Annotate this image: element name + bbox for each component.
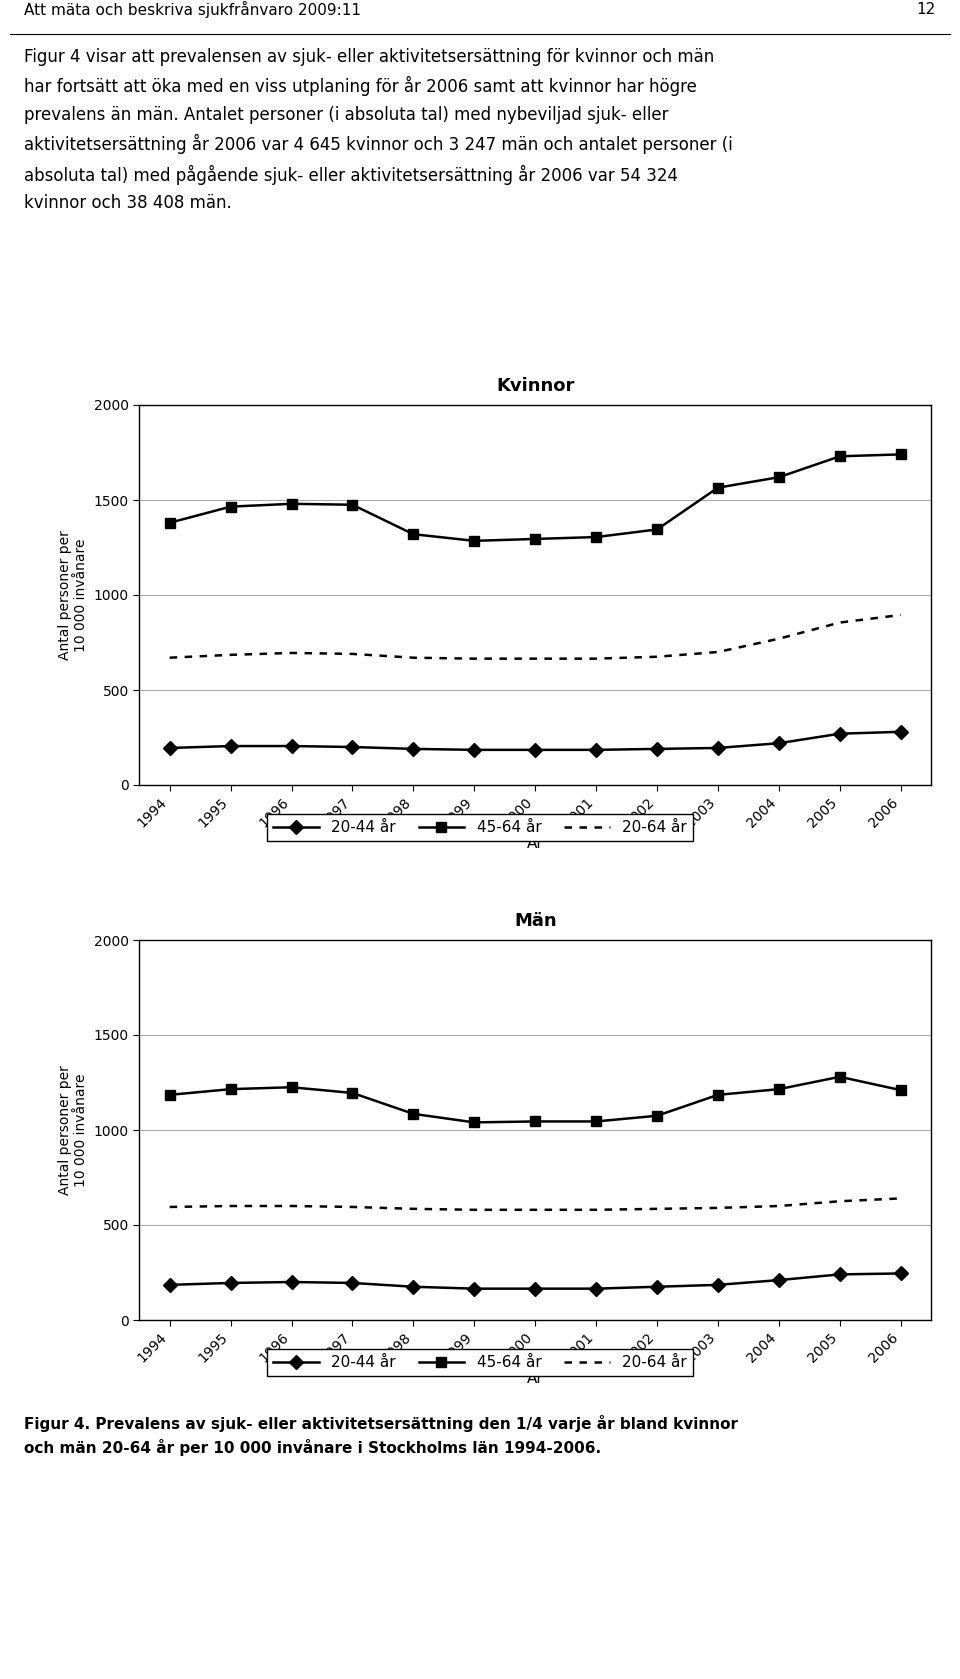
Text: Att mäta och beskriva sjukfrånvaro 2009:11: Att mäta och beskriva sjukfrånvaro 2009:…	[24, 0, 361, 17]
Title: Kvinnor: Kvinnor	[496, 378, 574, 395]
Text: 12: 12	[917, 2, 936, 17]
Y-axis label: Antal personer per
10 000 invånare: Antal personer per 10 000 invånare	[58, 531, 88, 660]
X-axis label: År: År	[527, 1372, 543, 1385]
Legend: 20-44 år, 45-64 år, 20-64 år: 20-44 år, 45-64 år, 20-64 år	[267, 1348, 693, 1377]
Text: Figur 4 visar att prevalensen av sjuk- eller aktivitetsersättning för kvinnor oc: Figur 4 visar att prevalensen av sjuk- e…	[24, 49, 732, 212]
Title: Män: Män	[514, 912, 557, 930]
X-axis label: År: År	[527, 836, 543, 851]
Legend: 20-44 år, 45-64 år, 20-64 år: 20-44 år, 45-64 år, 20-64 år	[267, 814, 693, 841]
Text: Figur 4. Prevalens av sjuk- eller aktivitetsersättning den 1/4 varje år bland kv: Figur 4. Prevalens av sjuk- eller aktivi…	[24, 1415, 738, 1456]
Y-axis label: Antal personer per
10 000 invånare: Antal personer per 10 000 invånare	[58, 1064, 88, 1195]
